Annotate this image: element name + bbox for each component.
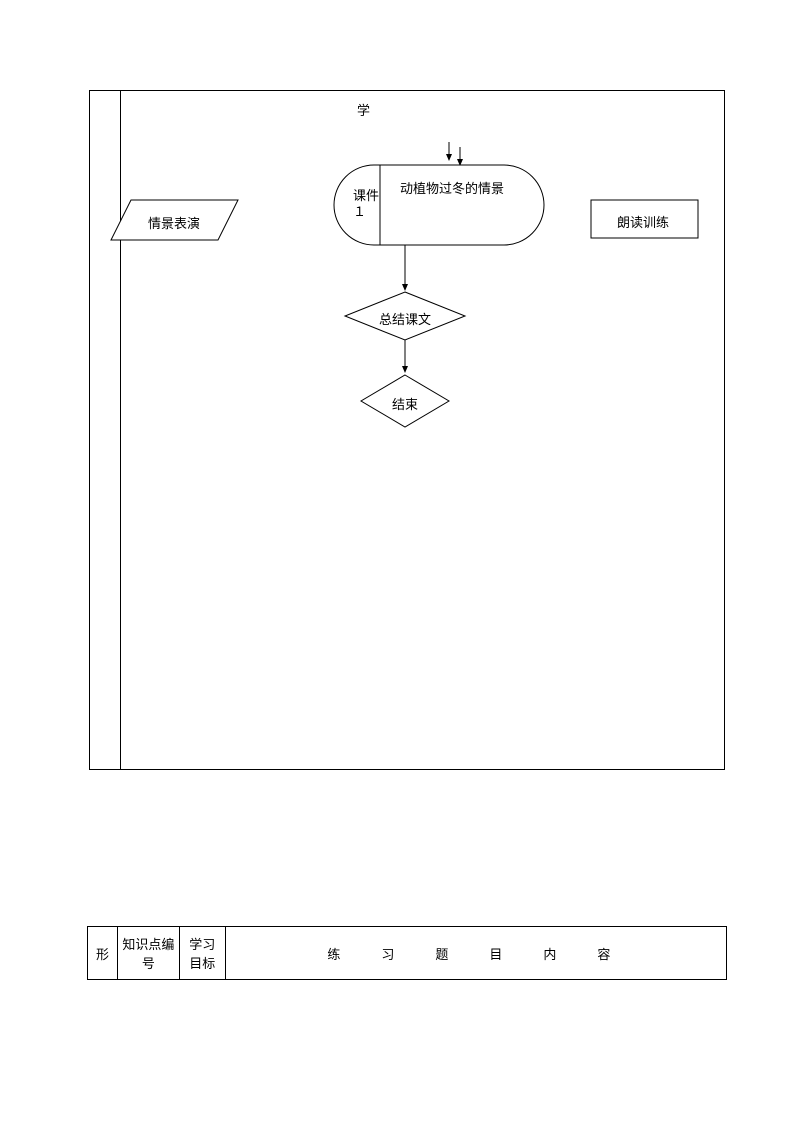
left-para-label: 情景表演 — [148, 213, 200, 232]
stadium-left-sub: １ — [353, 204, 366, 219]
col-shape-label: 形 — [96, 944, 109, 963]
bottom-table: 形 知识点编 号 学习目标 练 习 题 目 内 容 — [87, 926, 727, 980]
col-shape: 形 — [88, 927, 118, 979]
diamond2-label: 结束 — [392, 394, 418, 413]
col-goal: 学习目标 — [180, 927, 226, 979]
col-knowledge-label: 知识点编 号 — [122, 934, 175, 972]
col-knowledge: 知识点编 号 — [118, 927, 180, 979]
diamond1-label: 总结课文 — [379, 309, 431, 328]
col-content: 练 习 题 目 内 容 — [226, 927, 726, 979]
stadium-left-text: 课件 — [353, 188, 379, 203]
col-content-label: 练 习 题 目 内 容 — [327, 944, 624, 963]
stadium-left-label: 课件 １ — [353, 188, 377, 220]
stadium-main-label: 动植物过冬的情景 — [400, 178, 504, 197]
col-goal-label: 学习目标 — [184, 934, 221, 972]
right-rect-label: 朗读训练 — [617, 212, 669, 231]
